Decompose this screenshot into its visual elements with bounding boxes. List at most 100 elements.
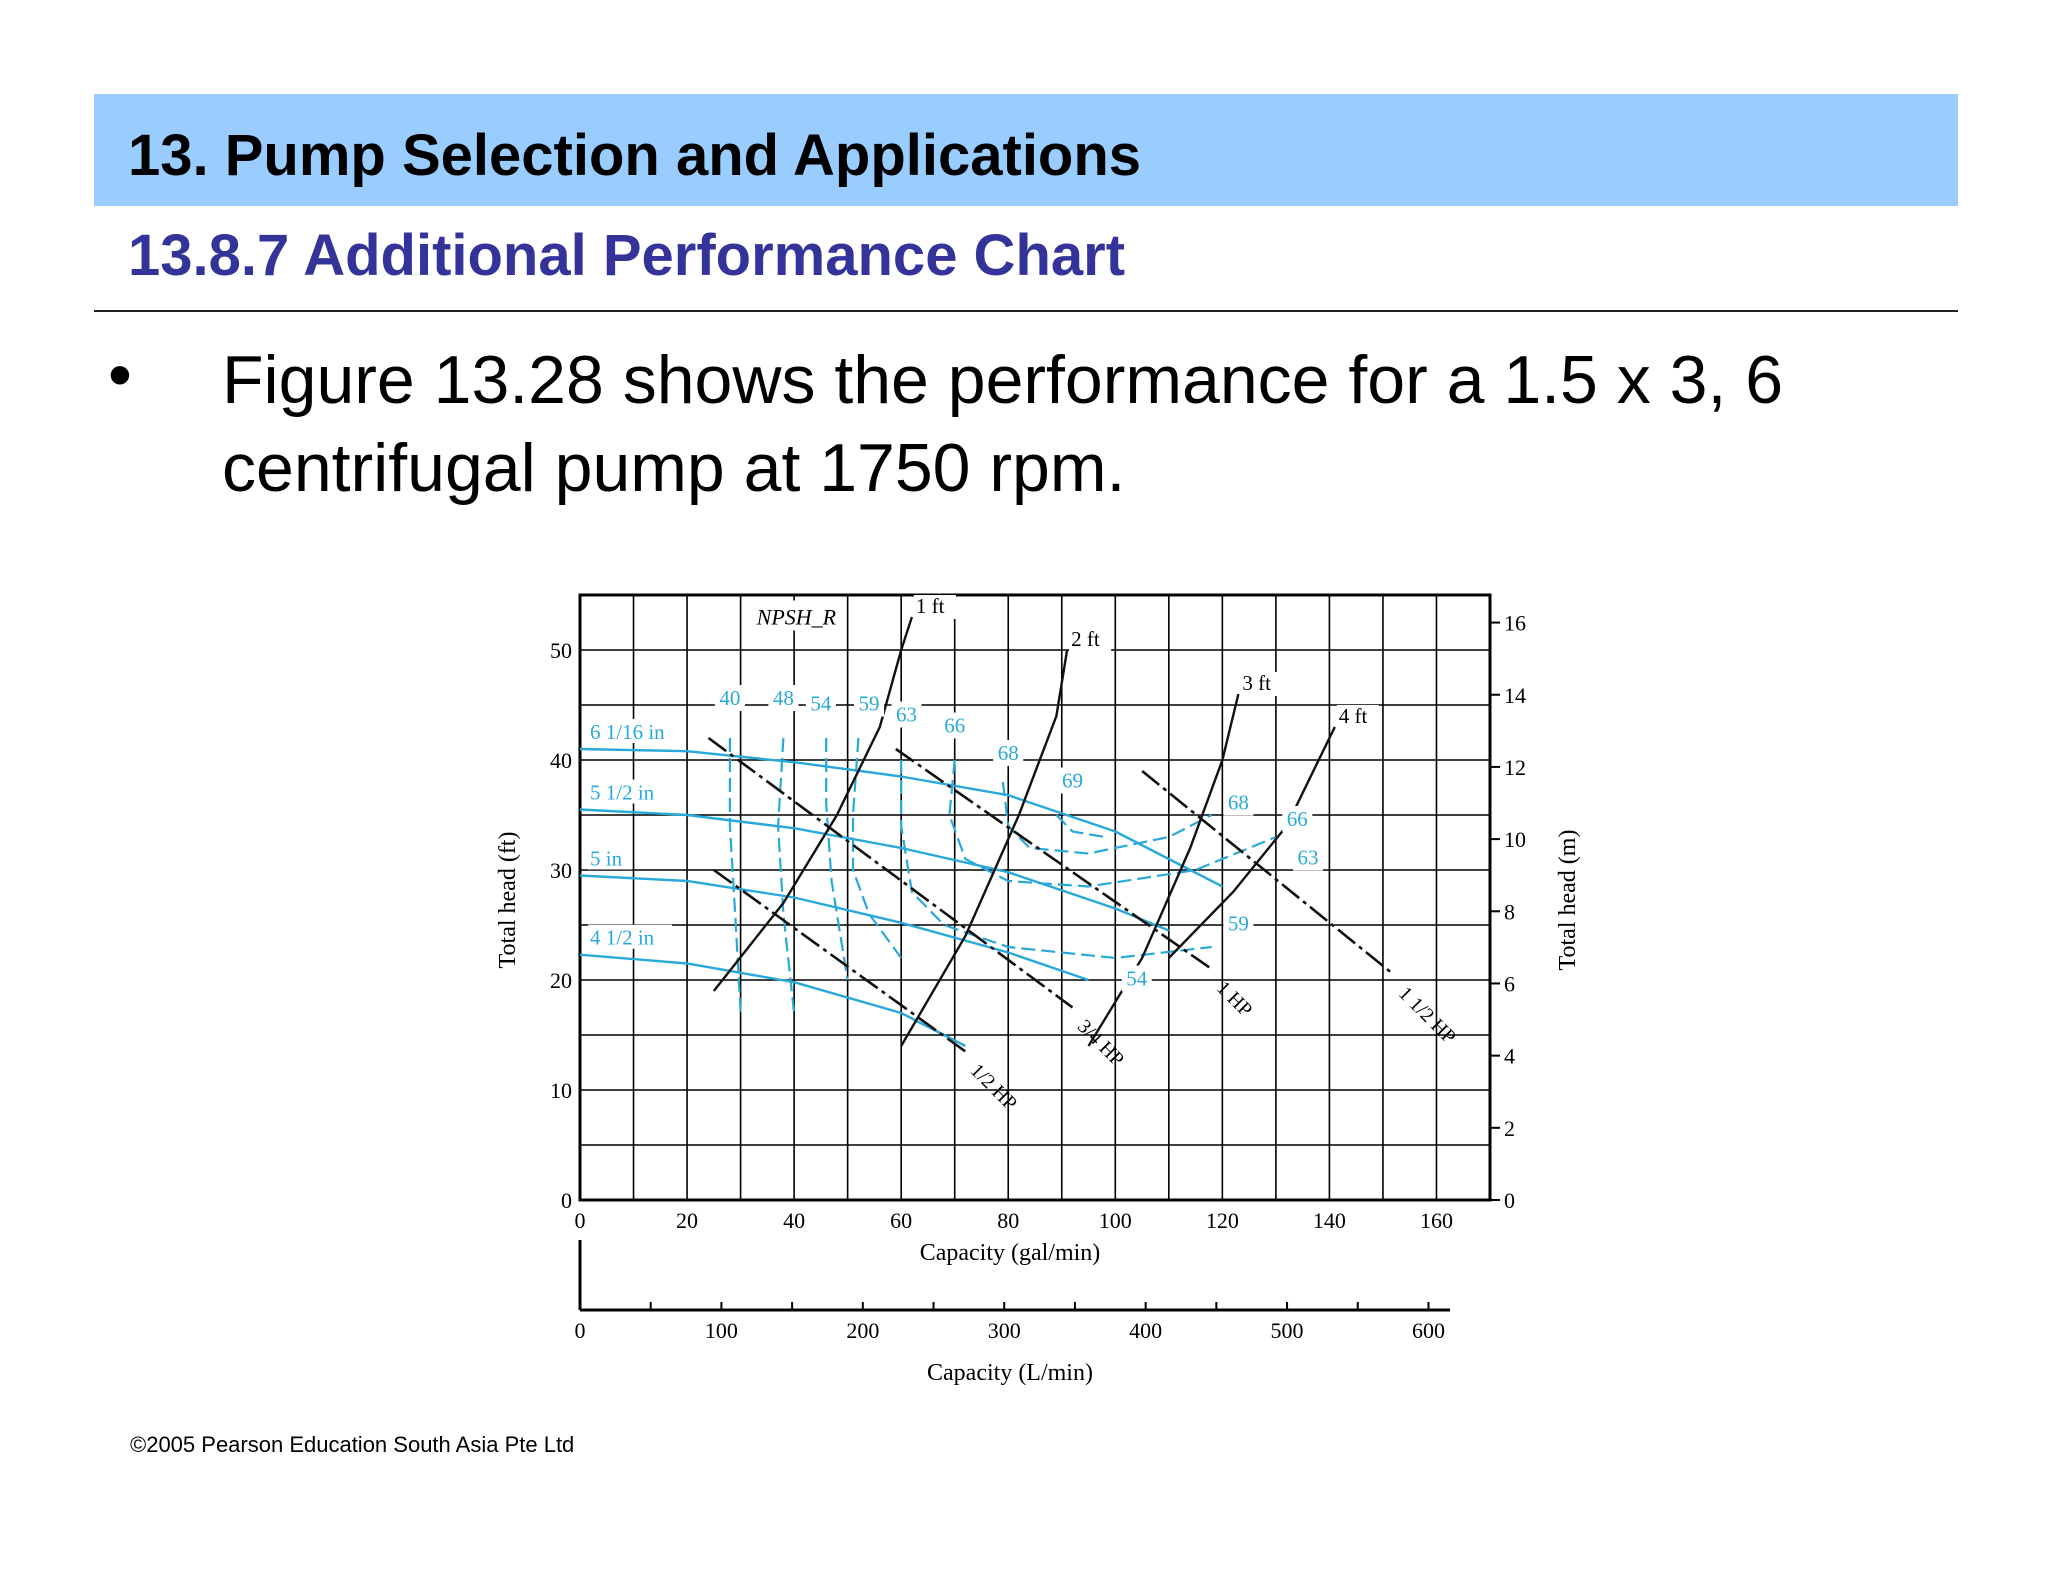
power-label: 1 HP [1212,977,1256,1021]
y-tick-label: 10 [550,1078,572,1103]
x-tick-label: 160 [1420,1208,1453,1233]
efficiency-label: 66 [944,714,965,738]
power-line [1141,769,1395,976]
efficiency-contours [728,737,1277,1014]
efficiency-contour [825,738,849,981]
efficiency-label: 48 [773,686,794,710]
impeller-curve [579,874,1089,982]
efficiency-label: 59 [859,692,880,716]
npsh-label-bg [1336,705,1379,729]
plot-frame [578,593,1492,1202]
efficiency-label-bg [1223,789,1254,816]
x2-axis-label: Capacity (L/min) [927,1360,1093,1386]
efficiency-label: 66 [1287,807,1308,831]
x-axis-label: Capacity (gal/min) [920,1240,1101,1266]
npsh-curve [712,616,914,992]
x2-tick-label: 200 [846,1318,879,1343]
impeller-label-bg [588,924,672,949]
npsh-label-bg [1240,672,1283,696]
efficiency-label: 54 [1126,967,1148,991]
efficiency-label: 68 [1228,791,1249,815]
efficiency-contour [776,737,796,1014]
x2-tick-label: 0 [575,1318,586,1343]
header-divider [94,310,1958,312]
efficiency-label: 59 [1228,912,1249,936]
power-line [895,747,1213,971]
efficiency-label-bg [993,740,1024,766]
axis-ticks: 0 20 40 60 80 100 120 140 1600102030405002468101… [550,611,1526,1233]
efficiency-label-bg [1057,767,1088,794]
npsh-curve [900,649,1069,1047]
efficiency-label: 63 [896,703,917,727]
power-label: 3/4 HP [1073,1015,1128,1070]
efficiency-contour [900,760,1212,960]
efficiency-label: 54 [810,692,832,716]
impeller-label-bg [588,719,682,743]
y2-tick-label: 4 [1504,1044,1515,1069]
y-tick-label: 20 [550,968,572,993]
y2-tick-label: 12 [1504,755,1526,780]
npsh-label: 2 ft [1071,627,1100,651]
efficiency-label: 69 [1062,769,1083,793]
y-tick-label: 50 [550,638,572,663]
impeller-label-bg [588,779,672,804]
y2-tick-label: 10 [1504,827,1526,852]
y-tick-label: 40 [550,748,572,773]
efficiency-label-bg [939,712,970,739]
x2-tick-label: 100 [705,1318,738,1343]
x2-tick-label: 500 [1271,1318,1304,1343]
x2-tick-label: 300 [988,1318,1021,1343]
efficiency-label-bg [854,690,885,717]
npsh-label-bg [913,595,956,619]
efficiency-label-bg [1223,910,1254,937]
x2-tick-label: 400 [1129,1318,1162,1343]
efficiency-label: 40 [719,686,740,710]
y2-tick-label: 0 [1504,1188,1515,1213]
power-label: 1/2 HP [966,1059,1021,1114]
efficiency-contour [1001,781,1213,855]
efficiency-contour [728,738,742,1014]
impeller-label: 5 in [590,847,623,871]
bullet-symbol: • [108,337,132,413]
x-tick-label: 20 [676,1208,698,1233]
chart-grid [579,594,1491,1201]
copyright-footer: ©2005 Pearson Education South Asia Pte L… [130,1432,575,1457]
y-axis-label: Total head (ft) [495,832,521,969]
y2-tick-label: 8 [1504,899,1515,924]
npsh-title: NPSH_R [756,605,837,630]
efficiency-label-bg [891,701,922,728]
efficiency-label-bg [714,685,745,711]
x-tick-label: 140 [1313,1208,1346,1233]
power-lines [707,736,1395,1053]
impeller-curves [579,747,1223,1048]
efficiency-label-bg [1293,844,1323,871]
npsh-label-bg [1069,628,1112,652]
efficiency-label-bg [805,690,836,717]
impeller-label: 6 1/16 in [590,720,665,744]
y2-axis-label: Total head (m) [1555,830,1581,971]
efficiency-label: 68 [998,741,1019,765]
npsh-label: 3 ft [1242,671,1271,695]
y-tick-label: 0 [561,1188,572,1213]
x-tick-label: 0 [575,1208,586,1233]
x-tick-label: 120 [1206,1208,1239,1233]
power-line [707,736,1074,1009]
slide-title: 13. Pump Selection and Applications [128,123,1142,188]
slide-subtitle: 13.8.7 Additional Performance Chart [128,223,1126,288]
title-bar: 13. Pump Selection and Applications [94,94,1958,206]
x-tick-label: 40 [783,1208,805,1233]
impeller-label: 4 1/2 in [590,926,655,950]
npsh-title-bg [751,600,842,631]
y2-tick-label: 2 [1504,1116,1515,1141]
secondary-x-axis: 0 100 200 300 400 500 600 [575,1302,1445,1343]
y2-tick-label: 14 [1504,683,1526,708]
impeller-label-bg [588,845,632,870]
bullet-text: Figure 13.28 shows the performance for a… [222,342,1784,506]
x-tick-label: 100 [1099,1208,1132,1233]
x-tick-label: 60 [890,1208,912,1233]
npsh-label: 4 ft [1339,704,1368,728]
efficiency-label-bg [1121,965,1152,992]
power-label: 1 1/2 HP [1394,982,1460,1048]
x-tick-label: 80 [997,1208,1019,1233]
pump-performance-chart: 0 20 40 60 80 100 120 140 1600102030405002468101… [495,593,1581,1386]
